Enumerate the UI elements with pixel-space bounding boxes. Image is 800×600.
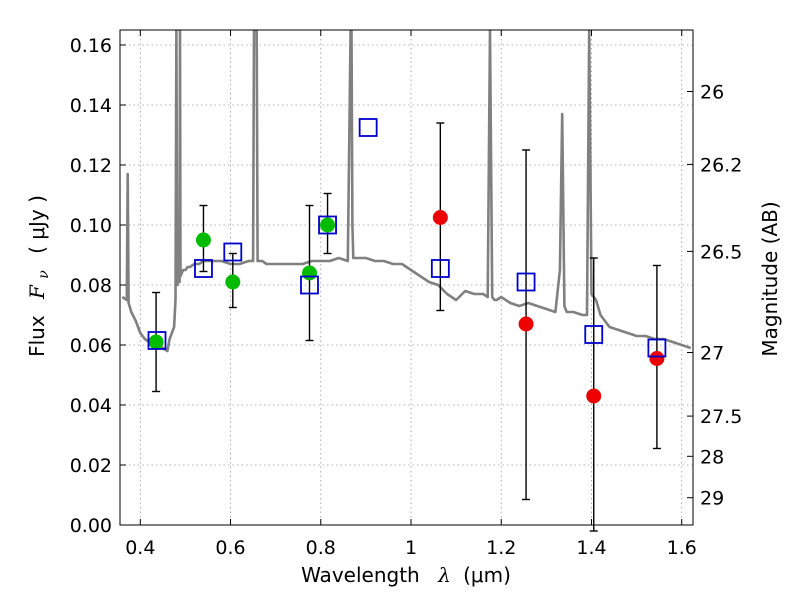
y2-tick-label: 27 bbox=[700, 343, 724, 365]
x-tick-label: 1 bbox=[405, 537, 417, 559]
y2-tick-label: 26.5 bbox=[700, 241, 742, 263]
y2-axis-label: Magnitude (AB) bbox=[758, 201, 782, 356]
y-axis-label-text: Flux bbox=[25, 315, 49, 357]
y-tick-label: 0.14 bbox=[70, 95, 112, 117]
x-tick-label: 0.6 bbox=[215, 537, 245, 559]
data-point-square bbox=[430, 259, 450, 278]
x-axis-label-symbol: λ bbox=[437, 563, 451, 587]
y-axis-label-symbol: F bbox=[25, 284, 49, 300]
x-tick-label: 1.2 bbox=[486, 537, 516, 559]
data-point-square bbox=[300, 275, 319, 295]
data-point-green bbox=[148, 334, 164, 350]
y2-tick-label: 28 bbox=[700, 446, 724, 468]
y-tick-label: 0.04 bbox=[70, 395, 112, 417]
y-tick-label: 0.08 bbox=[70, 275, 112, 297]
data-point-square bbox=[223, 242, 243, 262]
y2-tick-label: 26 bbox=[700, 82, 724, 104]
x-tick-label: 1.6 bbox=[667, 537, 697, 559]
y2-tick-label: 26.2 bbox=[700, 154, 742, 176]
plot-frame bbox=[119, 29, 694, 526]
data-point-green bbox=[225, 274, 241, 290]
marker-layer bbox=[147, 118, 667, 532]
y-tick-label: 0.06 bbox=[70, 335, 112, 357]
y-axis-label-unit: ( μJy ) bbox=[25, 195, 49, 254]
y-tick-label: 0.12 bbox=[70, 155, 112, 177]
data-point-square bbox=[147, 331, 167, 350]
data-point-green bbox=[195, 232, 211, 248]
y-tick-label: 0.16 bbox=[70, 35, 112, 57]
y2-tick-label: 29 bbox=[700, 488, 724, 510]
ticks: 0.4 0.6 0.8 1 1.2 1.4 1.6 0.00 0.02 0.04 0.06 0.08 0… bbox=[70, 30, 742, 559]
x-axis-label: Wavelength λ (μm) bbox=[301, 563, 511, 587]
data-point-square bbox=[194, 259, 213, 278]
data-point-square bbox=[318, 215, 337, 235]
data-point-red bbox=[649, 351, 665, 366]
x-axis-label-unit: (μm) bbox=[463, 563, 511, 587]
series-line-model-spectrum bbox=[121, 30, 692, 353]
y-tick-label: 0.00 bbox=[70, 515, 112, 537]
data-layer bbox=[121, 30, 692, 353]
data-point-green bbox=[301, 265, 317, 281]
data-point-red bbox=[432, 210, 448, 225]
x-tick-label: 1.4 bbox=[576, 537, 606, 559]
y2-tick-label: 27.5 bbox=[700, 406, 742, 428]
data-point-red bbox=[586, 388, 602, 404]
x-tick-label: 0.4 bbox=[125, 537, 155, 559]
y-axis-label: Flux F ν ( μJy ) bbox=[25, 195, 53, 357]
data-point-square bbox=[584, 325, 604, 344]
data-point-square bbox=[358, 118, 378, 137]
y-tick-label: 0.10 bbox=[70, 215, 112, 237]
y-axis-label-subscript: ν bbox=[36, 270, 52, 279]
data-point-square bbox=[647, 338, 667, 358]
x-tick-label: 0.8 bbox=[306, 537, 336, 559]
data-point-red bbox=[518, 316, 534, 332]
y-tick-label: 0.02 bbox=[70, 455, 112, 477]
data-point-square bbox=[516, 272, 536, 292]
data-point-green bbox=[320, 217, 336, 233]
grid bbox=[120, 30, 693, 526]
x-axis-label-text: Wavelength bbox=[301, 563, 420, 587]
